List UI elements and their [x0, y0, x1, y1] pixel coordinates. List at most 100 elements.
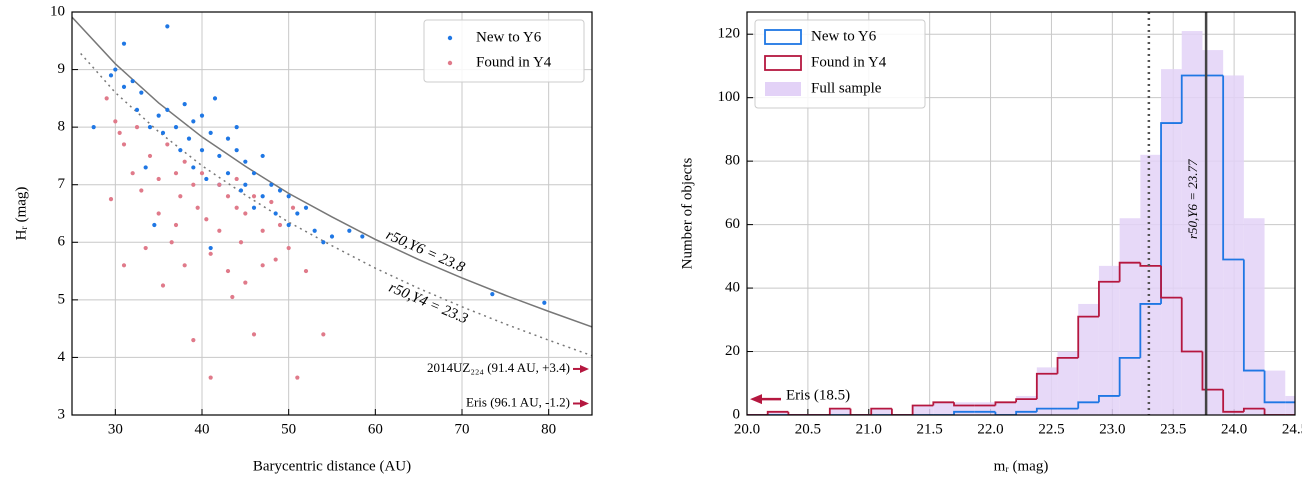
curve-label: r50,Y4 = 23.3 — [386, 280, 470, 328]
histogram-panel: 20.0 20.5 21.0 21.5 22.0 22.5 23.0 23.5 24.0 24.5… — [679, 11, 1302, 474]
hist-step — [1035, 372, 1058, 400]
hist-bar — [1202, 50, 1224, 415]
point — [290, 205, 296, 210]
hist-step — [911, 404, 934, 415]
legend-handle — [765, 82, 801, 96]
point — [121, 84, 127, 89]
point — [199, 113, 205, 118]
point — [191, 119, 196, 124]
point — [251, 194, 257, 199]
reference-label: r50,Y6 = 23.77 — [1185, 159, 1200, 239]
y-tick-label: 5 — [58, 291, 66, 307]
point — [178, 148, 183, 153]
point — [321, 332, 326, 337]
point — [217, 228, 222, 233]
hist-step — [1263, 370, 1286, 404]
point — [156, 113, 161, 118]
point — [243, 159, 248, 164]
y-tick-label: 4 — [58, 349, 66, 365]
point — [217, 182, 222, 187]
hist-step — [891, 408, 913, 415]
point — [121, 41, 127, 46]
legend-handle — [764, 29, 802, 45]
point — [139, 90, 144, 95]
arrow-head — [750, 394, 762, 405]
point — [143, 245, 148, 251]
point — [195, 205, 200, 210]
point — [260, 194, 265, 199]
point — [273, 211, 278, 216]
hist-step — [1160, 265, 1182, 299]
hist-bar — [871, 408, 892, 415]
arrow-head — [580, 364, 589, 373]
hist-bar — [974, 402, 996, 415]
point — [191, 165, 196, 170]
point — [286, 194, 291, 199]
point — [286, 245, 291, 251]
point — [208, 130, 213, 135]
point — [208, 245, 213, 251]
x-tick-label: 21.0 — [856, 421, 882, 437]
point — [134, 125, 140, 130]
hist-bar — [1057, 351, 1079, 415]
point — [130, 171, 135, 176]
point — [117, 130, 122, 135]
point — [130, 78, 135, 84]
point — [243, 182, 248, 187]
point — [225, 136, 231, 141]
y-tick-label: 120 — [718, 26, 741, 42]
hist-step — [994, 401, 1017, 406]
hist-bar — [912, 405, 934, 415]
y-tick-label: 9 — [58, 61, 66, 77]
hist-bar — [1223, 75, 1244, 415]
legend-label: Found in Y4 — [476, 54, 552, 70]
x-tick-label: 22.0 — [977, 421, 1003, 437]
hist-bar — [1098, 265, 1120, 415]
point — [182, 159, 187, 164]
arrow-head — [580, 399, 589, 408]
point — [108, 197, 114, 202]
hist-step — [1263, 408, 1286, 415]
point — [156, 176, 161, 182]
hist-step — [1098, 395, 1120, 403]
point — [251, 205, 257, 210]
hist-step — [870, 407, 892, 415]
point — [182, 102, 187, 107]
point — [191, 182, 196, 187]
point — [277, 188, 283, 193]
point — [273, 257, 278, 262]
point — [191, 338, 196, 343]
point — [269, 199, 274, 205]
x-tick-label: 20.0 — [734, 421, 760, 437]
hist-step — [1242, 259, 1265, 372]
hist-step — [787, 411, 810, 415]
point — [360, 234, 365, 239]
model-curve — [80, 52, 592, 357]
legend-marker — [447, 35, 453, 41]
hist-bar — [1119, 218, 1141, 415]
hist-bar — [1016, 395, 1037, 415]
y-tick-label: 10 — [50, 3, 65, 19]
x-tick-label: 50 — [281, 421, 296, 437]
hist-bar — [1264, 370, 1286, 415]
x-axis-label: Barycentric distance (AU) — [253, 458, 411, 474]
point — [113, 67, 118, 72]
point — [234, 176, 239, 182]
point — [108, 73, 114, 78]
hist-step — [1201, 351, 1224, 391]
y-tick-label: 100 — [718, 89, 741, 105]
model-curve — [72, 16, 592, 328]
hist-step — [1015, 398, 1037, 403]
plot-area — [72, 16, 592, 380]
point — [329, 234, 335, 239]
curve-label: r50,Y6 = 23.8 — [383, 227, 467, 276]
hist-step — [766, 410, 789, 415]
point — [204, 217, 209, 222]
hist-step — [1035, 407, 1058, 412]
y-tick-label: 20 — [725, 343, 740, 359]
point — [295, 211, 300, 216]
hist-bar — [954, 402, 975, 415]
y-tick-label: 0 — [733, 406, 741, 422]
point — [178, 194, 183, 199]
